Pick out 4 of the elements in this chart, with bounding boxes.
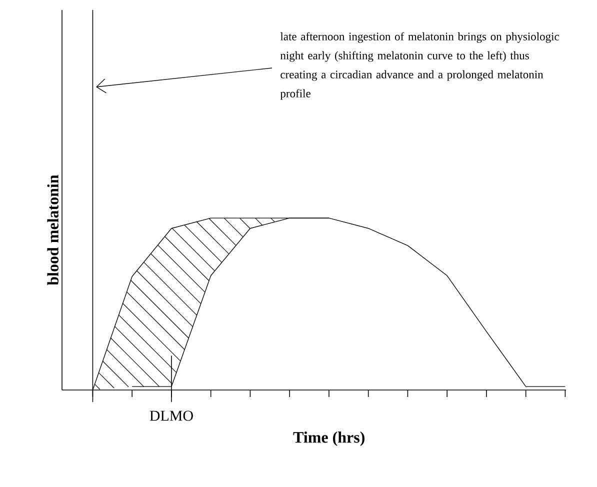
text: DLMO <box>150 410 193 421</box>
y-axis-title: blood melatonin <box>47 174 58 286</box>
x-axis-title: Time (hrs) <box>293 432 364 446</box>
text: late afternoon ingestion of melatonin brings on physiologic night early (shifting melatonin curve to the left) thus creating a circadian advance and a prolonged melatonin profile <box>280 32 560 100</box>
